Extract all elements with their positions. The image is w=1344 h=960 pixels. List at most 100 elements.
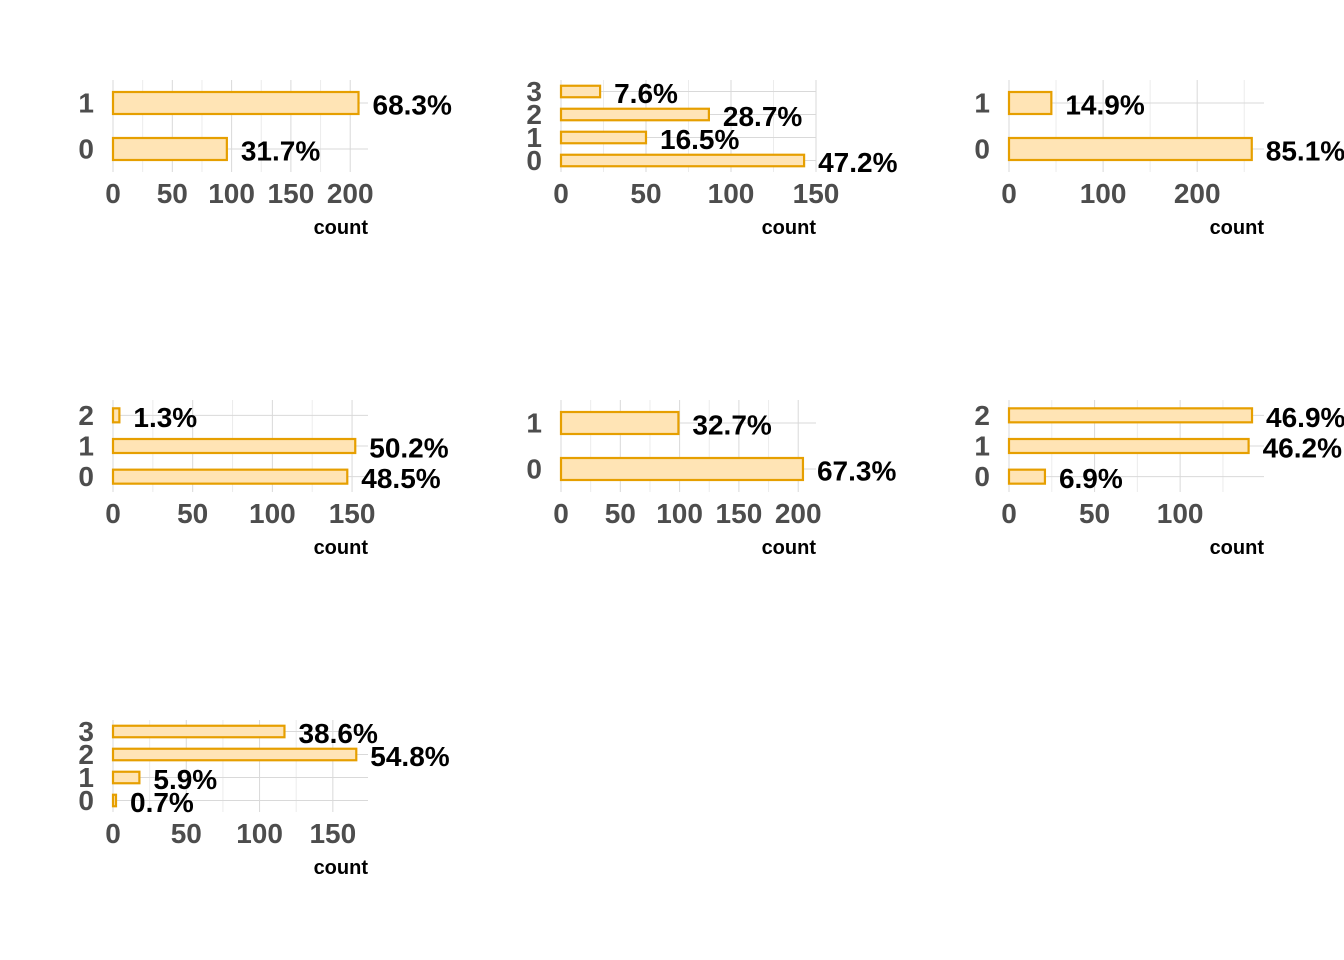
bar-1 xyxy=(1007,437,1250,455)
x-axis-title: count xyxy=(314,857,369,879)
x-tick-label: 0 xyxy=(105,498,121,529)
x-tick-label: 150 xyxy=(793,178,840,209)
x-tick-label: 50 xyxy=(171,818,202,849)
y-tick-label: 1 xyxy=(974,88,990,119)
y-tick-label: 2 xyxy=(78,739,94,770)
bar-0 xyxy=(559,456,805,482)
bar-3 xyxy=(559,84,602,99)
x-tick-label: 150 xyxy=(329,498,376,529)
bar-2 xyxy=(559,107,710,122)
percent-label: 85.1% xyxy=(1266,136,1344,167)
y-tick-label: 2 xyxy=(974,400,990,431)
percent-label: 14.9% xyxy=(1065,90,1144,121)
percent-label: 48.5% xyxy=(361,463,440,494)
x-axis-title: count xyxy=(1210,217,1265,239)
x-tick-label: 50 xyxy=(177,498,208,529)
x-tick-label: 50 xyxy=(630,178,661,209)
chart-panel-1: 0 31.7% 1 68.3% 0 50 100 150 200 count xyxy=(78,80,452,239)
x-axis-title: count xyxy=(314,537,369,559)
chart-panel-6: 0 6.9% 1 46.2% 2 46.9% 0 50 100 count xyxy=(974,400,1344,559)
percent-label: 28.7% xyxy=(723,101,802,132)
x-tick-label: 100 xyxy=(208,178,255,209)
y-tick-label: 1 xyxy=(78,431,94,462)
percent-label: 46.9% xyxy=(1266,402,1344,433)
y-tick-label: 0 xyxy=(78,461,94,492)
y-tick-label: 1 xyxy=(526,408,542,439)
chart-panel-4: 0 48.5% 1 50.2% 2 1.3% 0 50 100 150 count xyxy=(78,400,448,559)
chart-panel-3: 0 85.1% 1 14.9% 0 100 200 count xyxy=(974,80,1344,239)
y-tick-label: 2 xyxy=(526,99,542,130)
bar-3 xyxy=(111,724,286,739)
percent-label: 38.6% xyxy=(298,718,377,749)
bar-1 xyxy=(111,437,357,455)
chart-panel-2: 0 47.2% 1 16.5% 2 28.7% 3 7.6% 0 50 100 150 count xyxy=(526,76,897,239)
percent-label: 67.3% xyxy=(817,456,896,487)
x-tick-label: 150 xyxy=(716,498,763,529)
x-tick-label: 0 xyxy=(1001,498,1017,529)
x-tick-label: 100 xyxy=(656,498,703,529)
percent-label: 31.7% xyxy=(241,136,320,167)
bar-1 xyxy=(1007,90,1053,116)
percent-label: 47.2% xyxy=(818,147,897,178)
chart-panel-5: 0 67.3% 1 32.7% 0 50 100 150 200 count xyxy=(526,400,896,559)
x-tick-label: 200 xyxy=(775,498,822,529)
percent-label: 50.2% xyxy=(369,433,448,464)
x-tick-label: 100 xyxy=(708,178,755,209)
y-tick-label: 0 xyxy=(526,454,542,485)
percent-label: 68.3% xyxy=(373,90,452,121)
x-axis-title: count xyxy=(1210,537,1265,559)
x-tick-label: 100 xyxy=(236,818,283,849)
bar-2 xyxy=(1007,407,1254,424)
bar-1 xyxy=(559,130,648,145)
y-tick-label: 0 xyxy=(974,134,990,165)
x-tick-label: 100 xyxy=(249,498,296,529)
chart-panel-7: 0 0.7% 1 5.9% 2 54.8% 3 38.6% 0 50 100 150 count xyxy=(78,716,449,879)
x-tick-label: 150 xyxy=(268,178,315,209)
x-tick-label: 0 xyxy=(105,818,121,849)
x-tick-label: 200 xyxy=(327,178,374,209)
percent-label: 16.5% xyxy=(660,124,739,155)
percent-label: 6.9% xyxy=(1059,463,1123,494)
percent-label: 7.6% xyxy=(614,78,678,109)
x-tick-label: 0 xyxy=(1001,178,1017,209)
bar-0 xyxy=(1007,468,1047,485)
bar-0 xyxy=(111,468,349,485)
x-tick-label: 50 xyxy=(157,178,188,209)
y-tick-label: 3 xyxy=(526,76,542,107)
x-tick-label: 0 xyxy=(553,178,569,209)
percent-label: 5.9% xyxy=(153,764,217,795)
x-axis-title: count xyxy=(762,217,817,239)
bar-0 xyxy=(1007,136,1253,162)
y-tick-label: 0 xyxy=(78,134,94,165)
y-tick-label: 2 xyxy=(78,400,94,431)
x-axis-title: count xyxy=(314,217,369,239)
y-tick-label: 1 xyxy=(78,88,94,119)
percent-label: 54.8% xyxy=(370,741,449,772)
bar-0 xyxy=(559,153,806,168)
y-tick-label: 0 xyxy=(526,145,542,176)
x-tick-label: 50 xyxy=(1079,498,1110,529)
y-tick-label: 1 xyxy=(974,431,990,462)
x-tick-label: 100 xyxy=(1157,498,1204,529)
x-tick-label: 0 xyxy=(105,178,121,209)
bar-2 xyxy=(111,747,358,762)
percent-label: 0.7% xyxy=(130,787,194,818)
percent-label: 32.7% xyxy=(692,410,771,441)
x-axis-title: count xyxy=(762,537,817,559)
bar-1 xyxy=(111,770,141,785)
x-tick-label: 200 xyxy=(1174,178,1221,209)
percent-label: 46.2% xyxy=(1263,433,1342,464)
bar-0 xyxy=(111,793,118,808)
x-tick-label: 50 xyxy=(605,498,636,529)
x-tick-label: 0 xyxy=(553,498,569,529)
y-tick-label: 1 xyxy=(526,122,542,153)
y-tick-label: 3 xyxy=(78,716,94,747)
bar-0 xyxy=(111,136,228,162)
y-tick-label: 0 xyxy=(974,461,990,492)
y-tick-label: 1 xyxy=(78,762,94,793)
bar-2 xyxy=(111,407,121,424)
bar-1 xyxy=(559,410,680,436)
bar-1 xyxy=(111,90,360,116)
y-tick-label: 0 xyxy=(78,785,94,816)
